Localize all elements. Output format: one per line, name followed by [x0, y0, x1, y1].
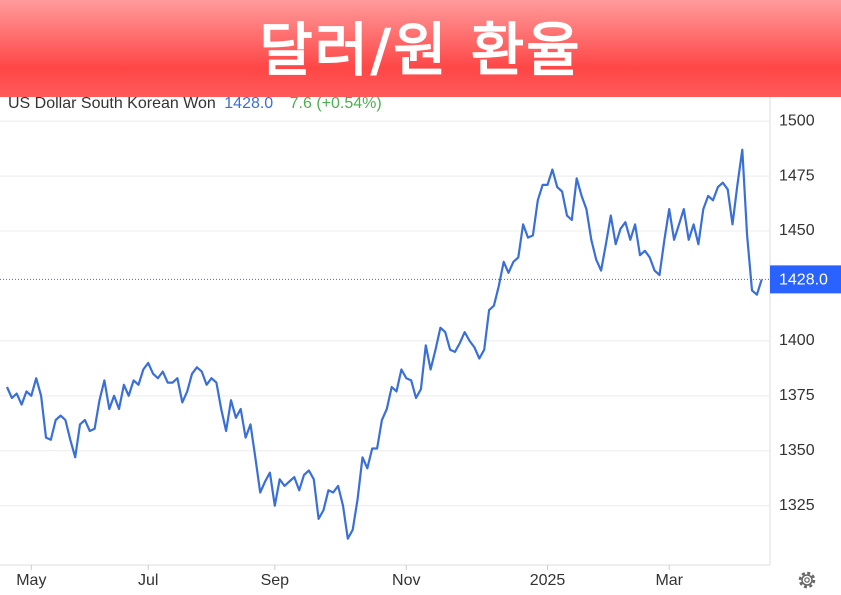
y-tick-label: 1475: [779, 167, 815, 184]
current-value-box: [770, 265, 841, 294]
y-tick-label: 1400: [779, 332, 815, 349]
settings-icon[interactable]: [798, 571, 816, 589]
x-tick-label: 2025: [530, 572, 566, 589]
title-banner: 달러/원 환율: [0, 0, 841, 97]
legend: US Dollar South Korean Won 1428.0 7.6 (+…: [8, 95, 382, 112]
current-value-label: 1428.0: [779, 272, 828, 289]
x-tick-label: May: [16, 572, 46, 589]
series-name: US Dollar South Korean Won: [8, 95, 216, 112]
x-tick-label: Jul: [138, 572, 158, 589]
y-tick-label: 1350: [779, 442, 815, 459]
x-tick-label: Sep: [261, 572, 290, 589]
y-tick-label: 1500: [779, 112, 815, 129]
current-value: 1428.0: [224, 95, 273, 112]
x-tick-label: Mar: [655, 572, 683, 589]
chart-title: 달러/원 환율: [259, 16, 582, 84]
x-tick-label: Nov: [392, 572, 420, 589]
price-line: [5, 148, 763, 540]
y-tick-label: 1325: [779, 497, 815, 514]
y-tick-label: 1450: [779, 222, 815, 239]
change: 7.6 (+0.54%): [290, 95, 382, 112]
y-tick-label: 1375: [779, 387, 815, 404]
